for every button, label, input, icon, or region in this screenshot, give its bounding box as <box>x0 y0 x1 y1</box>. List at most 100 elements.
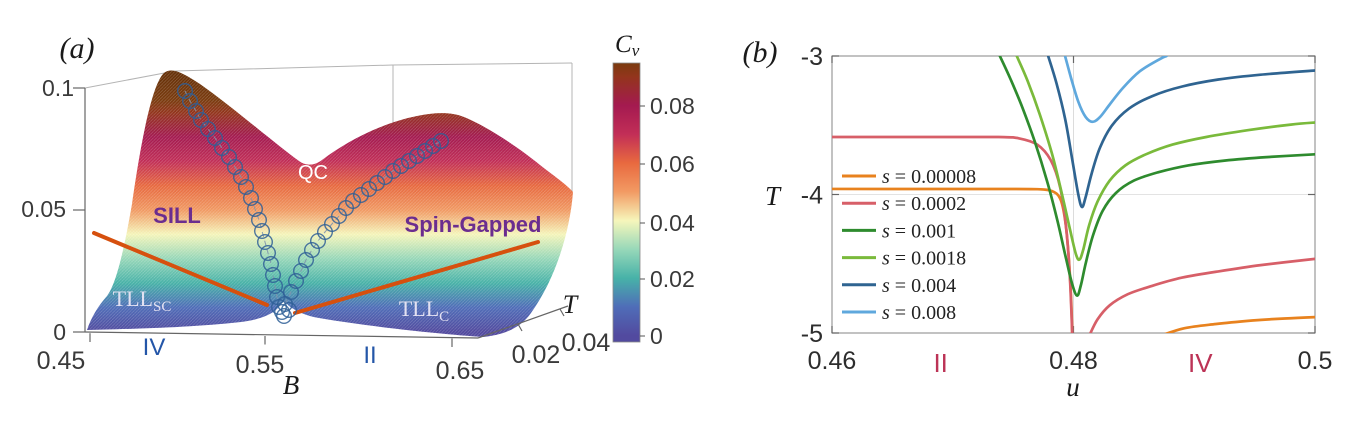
x-tick-label: 0.46 <box>808 347 857 375</box>
legend-label-value: = 0.001 <box>890 220 956 242</box>
series-line-0 <box>1164 315 1315 333</box>
colorbar-tick-label: 0.08 <box>650 93 695 119</box>
label-tll-sc-sub: SC <box>153 299 171 315</box>
z-tick-label: 0.05 <box>21 196 66 222</box>
circle-marker <box>265 267 282 284</box>
x-axis-label: u <box>1066 372 1080 402</box>
legend-item: s = 0.008 <box>842 302 956 324</box>
b-tick-label: 0.45 <box>37 347 86 375</box>
b-tick-label: 0.55 <box>236 351 285 379</box>
colorbar-title-main: C <box>615 31 632 58</box>
label-region-ii: II <box>363 342 376 369</box>
z-tick-label: 0 <box>53 319 66 345</box>
legend-item: s = 0.004 <box>842 275 956 297</box>
t-tick <box>559 308 565 317</box>
colorbar-title: Cv <box>615 31 640 60</box>
circle-marker <box>246 200 263 217</box>
legend-label: s = 0.0018 <box>882 248 966 270</box>
circle-marker <box>283 284 300 301</box>
label-qc: QC <box>298 162 328 184</box>
legend-label: s = 0.00008 <box>882 166 976 188</box>
legend-label-var: s <box>882 248 890 270</box>
legend-label-var: s <box>882 275 890 297</box>
series-curves <box>832 56 1315 333</box>
b-tick-label: 0.65 <box>436 357 485 385</box>
circle-marker <box>288 273 305 290</box>
boundary-dashed-line <box>284 140 442 305</box>
circle-marker <box>293 263 310 280</box>
circle-marker <box>237 178 254 195</box>
panel-a-tag: (a) <box>60 32 95 65</box>
circle-marker <box>377 168 394 185</box>
circle-marker <box>298 251 315 268</box>
circle-marker <box>220 148 237 165</box>
axis-edge <box>174 62 573 72</box>
circle-marker <box>369 174 386 191</box>
legend-label-value: = 0.0002 <box>890 193 966 215</box>
legend-item: s = 0.0002 <box>842 193 966 215</box>
axis-ticks <box>831 55 1316 334</box>
y-tick-label: -5 <box>801 320 823 348</box>
b-axis <box>84 331 479 339</box>
circle-marker <box>276 308 293 325</box>
legend-label-value: = 0.004 <box>890 275 956 297</box>
label-tll-sc: TLLSC <box>113 286 172 315</box>
series-line-1 <box>832 135 1074 333</box>
label-tll-c: TLLC <box>399 296 449 325</box>
legend-label: s = 0.001 <box>882 220 956 242</box>
panel-b-tag: (b) <box>743 36 778 69</box>
y-tick-label: -4 <box>801 182 823 210</box>
circle-marker <box>257 233 274 250</box>
legend-label: s = 0.0002 <box>882 193 966 215</box>
colorbar: Cv 0.08 0.06 0.04 0.02 0 <box>612 31 695 349</box>
axis-edge <box>84 70 176 89</box>
circle-marker <box>226 158 243 175</box>
series-line-1 <box>1089 257 1315 333</box>
series-line-2 <box>998 56 1315 297</box>
legend-item: s = 0.001 <box>842 220 956 242</box>
legend-label-var: s <box>882 193 890 215</box>
panel-a-surface-plot: 0.1 0.05 0 0.45 0.55 0.65 B 0.02 0.04 T … <box>21 31 695 400</box>
circle-marker <box>187 102 204 119</box>
circle-marker <box>250 211 267 228</box>
circle-marker <box>417 142 434 159</box>
t-tick-label: 0.02 <box>512 341 561 369</box>
colorbar-tick-label: 0.04 <box>650 210 695 236</box>
colorbar-title-sub: v <box>632 41 640 60</box>
t-axis-label: T <box>563 290 579 319</box>
legend-label-value: = 0.00008 <box>890 166 976 188</box>
axis-tick-labels: 0.46 0.48 0.5 -3 -4 -5 <box>801 43 1333 375</box>
circle-marker <box>181 92 198 109</box>
legend-label-var: s <box>882 302 890 324</box>
axes-3d-front-lines <box>73 87 569 347</box>
legend-item: s = 0.0018 <box>842 248 966 270</box>
circle-marker <box>393 157 410 174</box>
circle-marker <box>385 162 402 179</box>
circle-marker <box>304 241 321 258</box>
region-label-iv: IV <box>1188 348 1213 378</box>
legend-label: s = 0.004 <box>882 275 956 297</box>
z-tick-label: 0.1 <box>42 75 74 101</box>
legend-label-value: = 0.008 <box>890 302 956 324</box>
legend-item: s = 0.00008 <box>842 166 976 188</box>
x-tick-label: 0.48 <box>1049 347 1098 375</box>
colorbar-tick-label: 0 <box>650 323 663 349</box>
circle-marker <box>267 278 284 295</box>
colorbar-tick-label: 0.02 <box>650 266 695 292</box>
label-tll-c-sub: C <box>439 309 449 325</box>
t-tick <box>517 323 523 332</box>
legend-label: s = 0.008 <box>882 302 956 324</box>
surface-overlays <box>92 82 540 325</box>
colorbar-bar <box>612 62 641 343</box>
label-tll-sc-main: TLL <box>113 286 153 311</box>
surface <box>87 70 573 338</box>
label-sill: SILL <box>153 203 201 228</box>
circle-marker <box>232 168 249 185</box>
phase-region-labels: II IV <box>933 348 1213 378</box>
colorbar-tick-label: 0.06 <box>650 151 695 177</box>
circle-marker <box>176 82 193 99</box>
